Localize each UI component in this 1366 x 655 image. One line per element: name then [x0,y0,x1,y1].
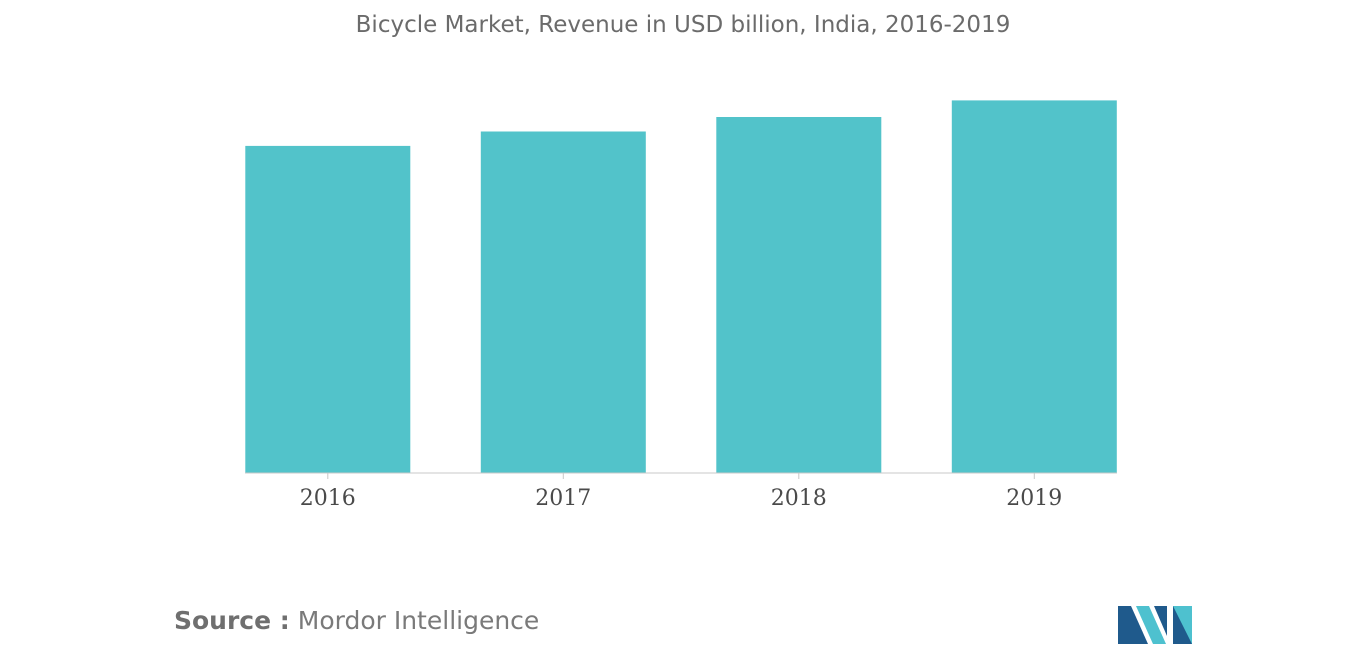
source-prefix: Source : [174,606,290,635]
bar-2016 [245,145,411,473]
logo-shape-left [1118,606,1148,644]
x-axis-ticks [327,473,1035,479]
source-note: Source : Mordor Intelligence [174,606,539,635]
bar-2017 [480,131,646,473]
bar-2019 [951,100,1117,474]
x-tick-label-2019: 2019 [1006,486,1062,511]
logo-shape-mid-dark [1154,606,1167,636]
x-tick-label-2017: 2017 [535,486,591,511]
chart-title: Bicycle Market, Revenue in USD billion, … [355,12,1011,38]
mordor-intelligence-logo-icon [1118,606,1192,644]
bar-2018 [716,117,882,473]
x-tick-label-2018: 2018 [771,486,827,511]
x-tick-label-2016: 2016 [300,486,356,511]
x-axis-labels: 2016 2017 2018 2019 [300,486,1063,511]
logo-shape-mid [1136,606,1166,644]
source-name: Mordor Intelligence [297,606,540,635]
bars-group [245,100,1117,474]
logo-shape-right-dark [1173,606,1192,644]
